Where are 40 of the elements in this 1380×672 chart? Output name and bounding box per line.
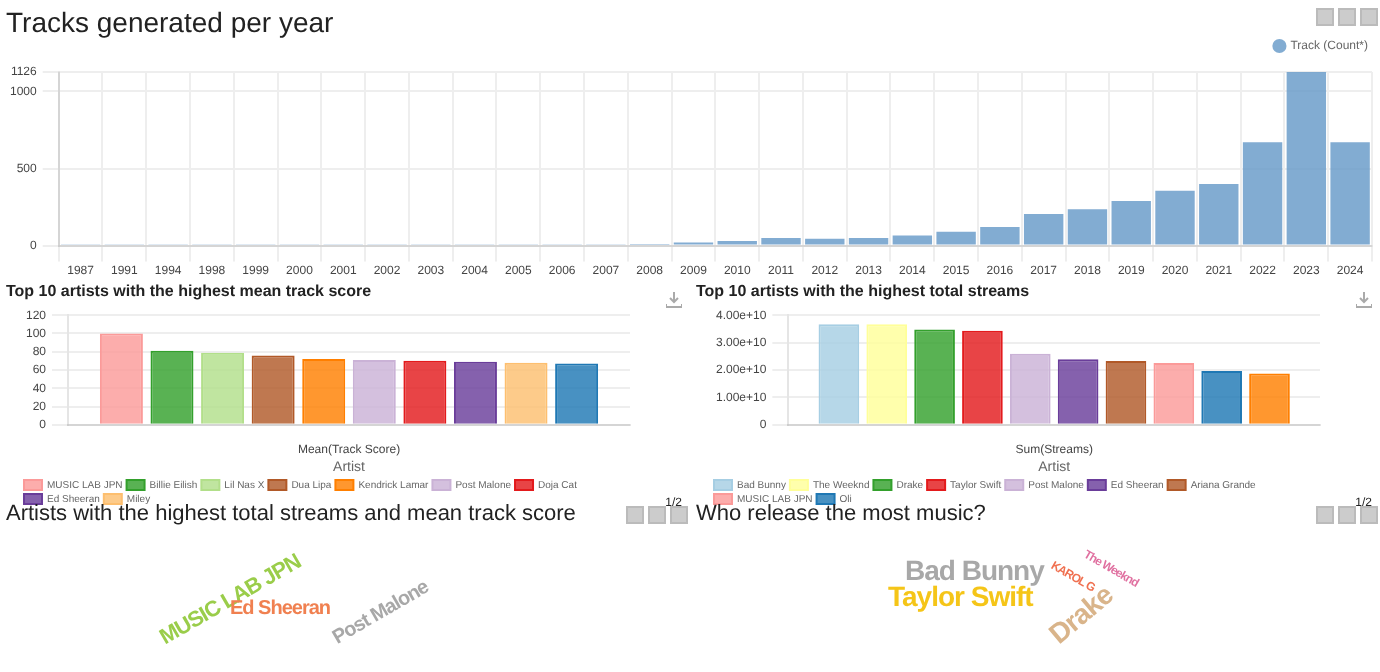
bar	[980, 227, 1020, 245]
bar	[962, 330, 1003, 424]
category-label: Taylor Swift	[888, 580, 1033, 612]
bar	[150, 350, 194, 424]
bar	[1009, 353, 1051, 424]
bar	[1242, 142, 1283, 245]
bar	[818, 324, 860, 424]
chart-title: Top 10 artists with the highest total streams	[696, 282, 1030, 300]
bar	[848, 237, 889, 245]
text: Who release the most music?	[696, 502, 986, 526]
bar	[403, 360, 447, 424]
bar	[892, 235, 933, 245]
bar	[555, 363, 599, 424]
bar	[352, 359, 396, 424]
bar	[1067, 209, 1108, 245]
bar	[1153, 362, 1195, 424]
category-label: Bad Bunny	[905, 554, 1044, 586]
text: Artists with the highest total streams and mean track score	[6, 502, 576, 526]
bar	[302, 359, 346, 424]
bar	[1199, 183, 1239, 245]
bar	[866, 324, 908, 424]
bar	[1057, 359, 1099, 424]
bar	[99, 333, 143, 424]
bar	[1330, 142, 1370, 245]
bar	[453, 361, 497, 424]
bar	[914, 329, 955, 424]
bar	[936, 231, 976, 245]
chart-title: Tracks generated per year	[6, 6, 334, 38]
bar	[1249, 373, 1290, 424]
bar	[761, 237, 801, 245]
bar	[1105, 360, 1147, 424]
bar	[251, 355, 295, 424]
chart-title: Top 10 artists with the highest mean track score	[6, 282, 372, 300]
bar	[1201, 371, 1242, 424]
bar	[1155, 190, 1195, 245]
bar	[201, 352, 245, 424]
bar	[1111, 200, 1151, 245]
bar	[1023, 213, 1064, 245]
bar	[805, 238, 845, 245]
bar	[504, 362, 548, 424]
